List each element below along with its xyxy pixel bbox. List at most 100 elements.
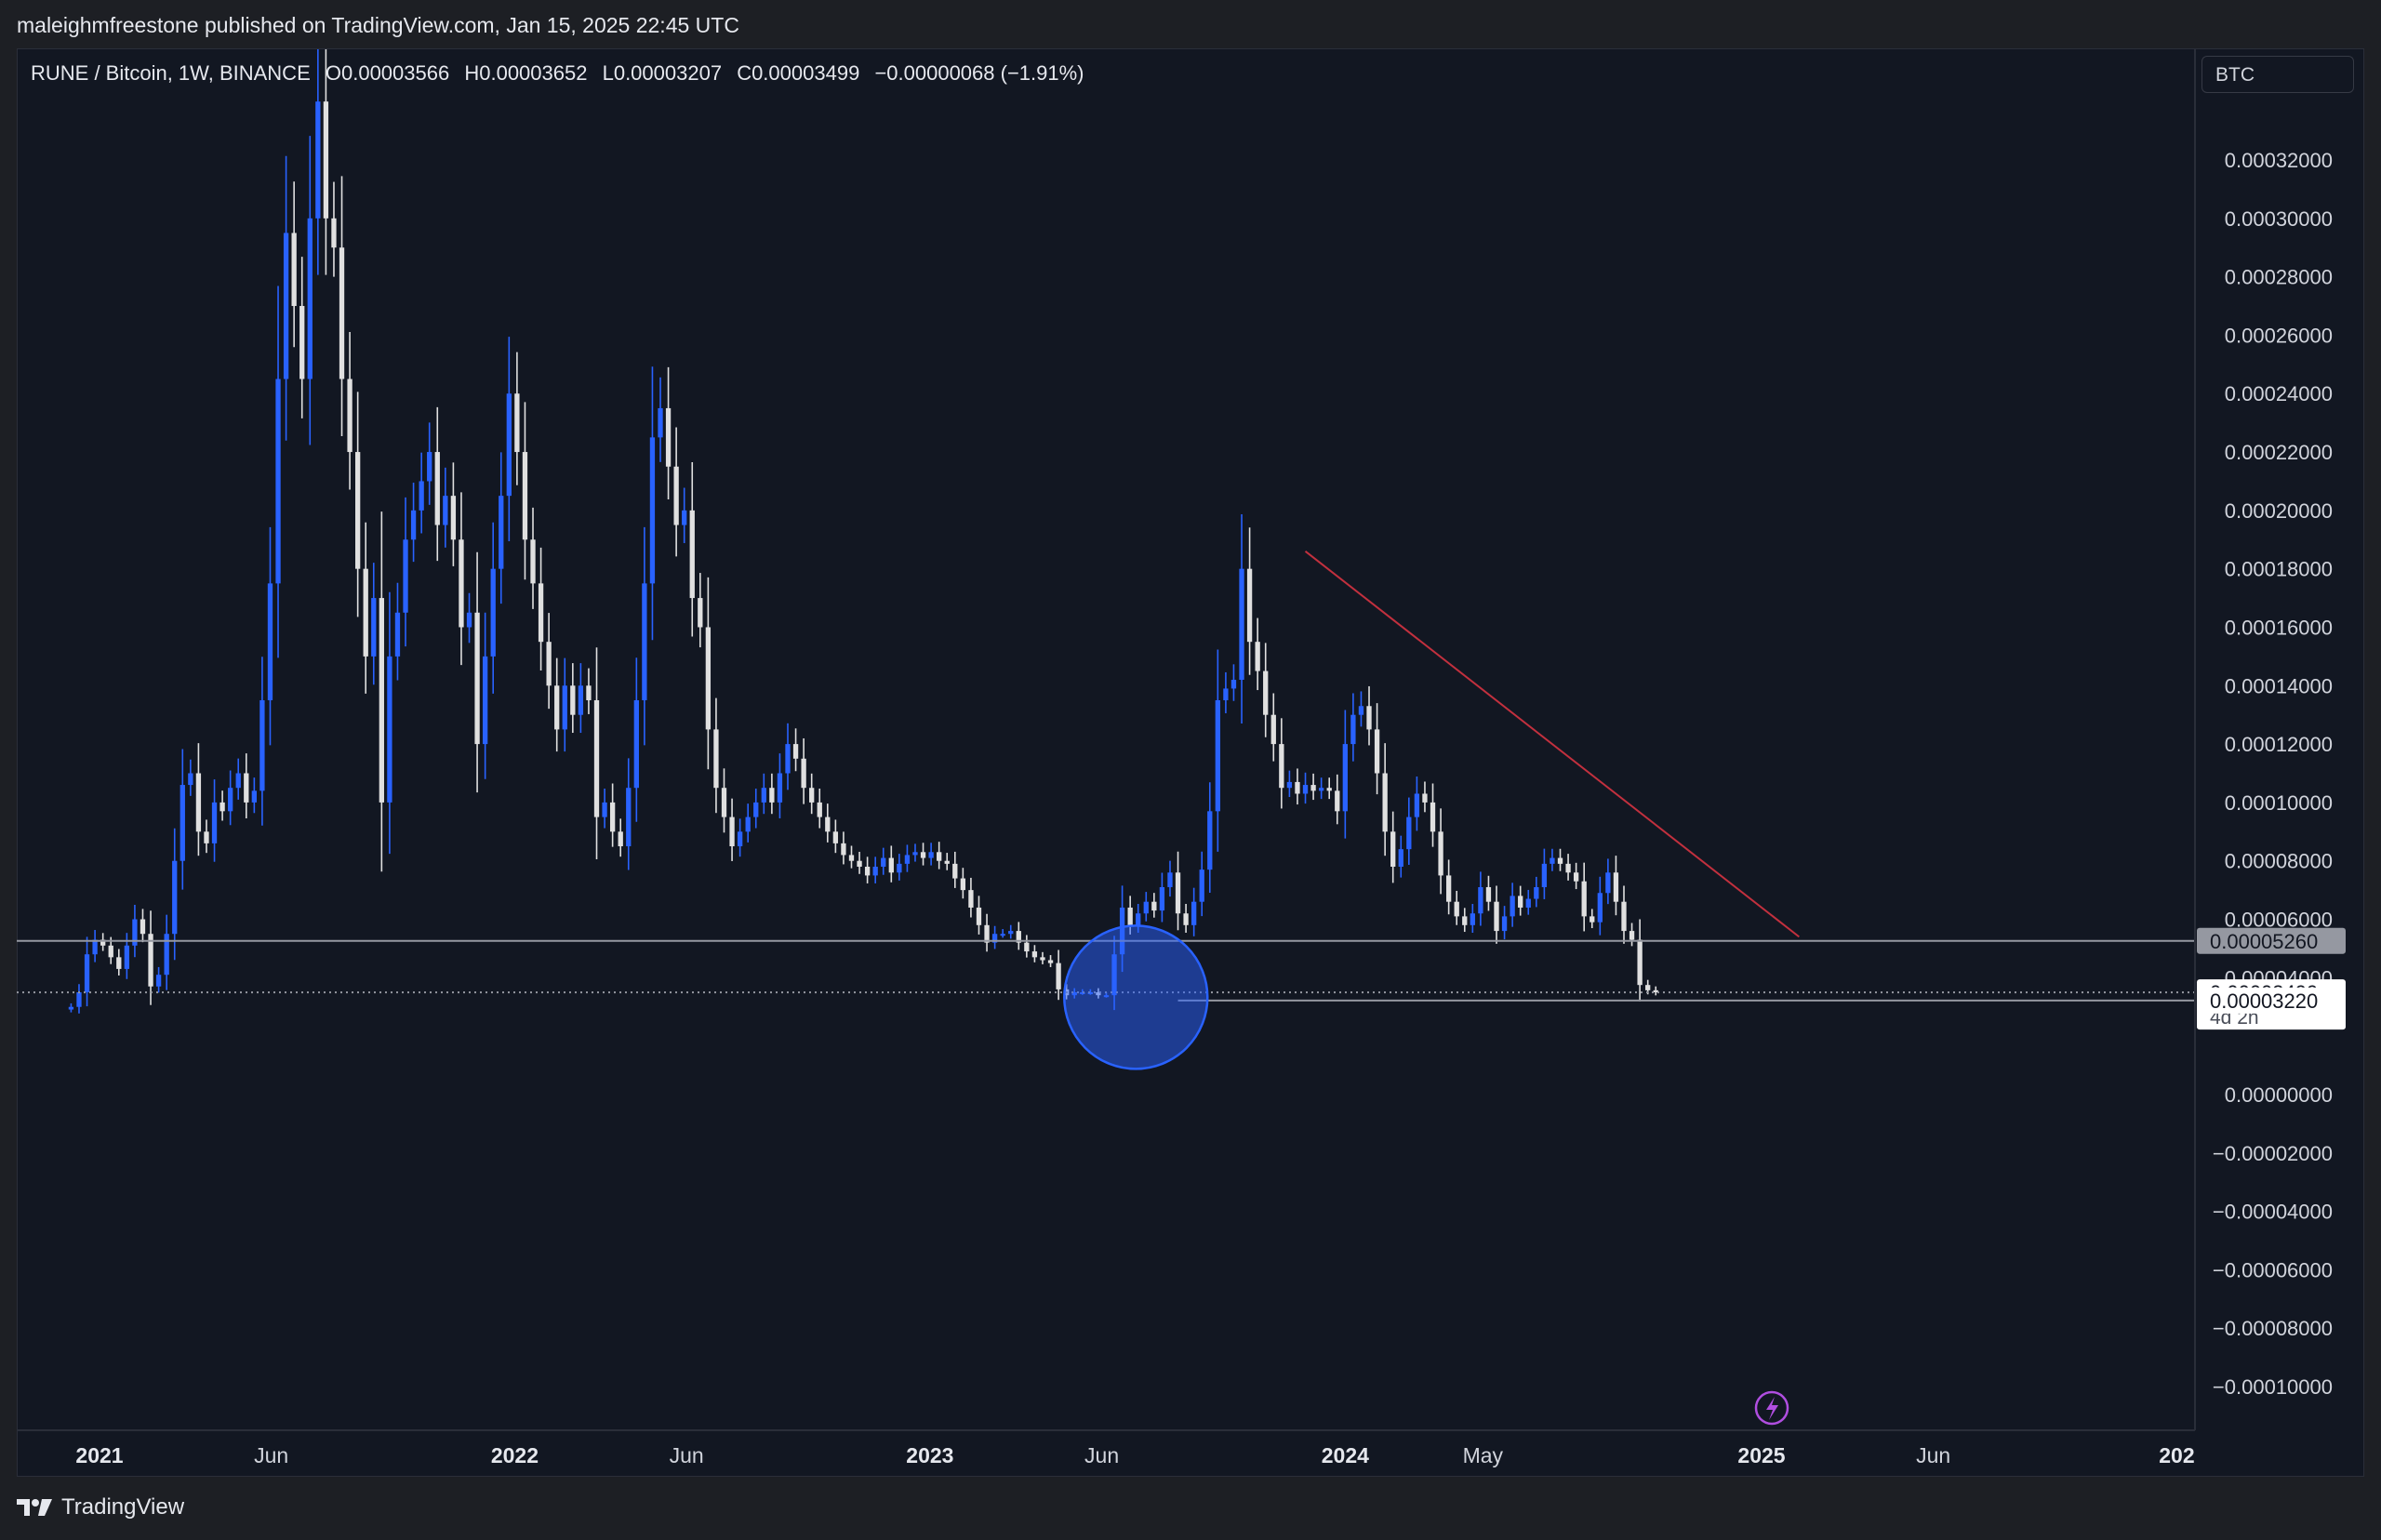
- candle: [1510, 883, 1515, 927]
- candle-body: [785, 744, 791, 774]
- candle: [881, 847, 886, 875]
- candle-body: [1613, 872, 1619, 902]
- candle: [1286, 770, 1293, 798]
- candle-body: [76, 992, 82, 1007]
- candle-body: [1470, 913, 1475, 925]
- legend-close: C0.00003499: [737, 61, 860, 85]
- candle: [419, 452, 424, 534]
- candle: [1047, 955, 1054, 967]
- candle-body: [1430, 802, 1436, 832]
- candle: [649, 366, 656, 641]
- candle-body: [1295, 781, 1300, 794]
- candle-body: [1501, 916, 1508, 932]
- candle: [188, 759, 193, 796]
- candle: [825, 803, 831, 843]
- candle-body: [658, 407, 663, 438]
- price-tick-label: 0.00012000: [2225, 733, 2333, 756]
- candle-body: [721, 788, 727, 817]
- candle: [1191, 887, 1197, 936]
- candle-body: [984, 924, 990, 943]
- candle-body: [315, 101, 321, 219]
- candle-body: [1350, 714, 1356, 745]
- candle: [124, 933, 130, 979]
- price-tick-label: 0.00010000: [2225, 791, 2333, 815]
- candle-body: [864, 866, 871, 876]
- candle: [228, 770, 233, 826]
- price-tick-label: −0.00004000: [2213, 1201, 2333, 1224]
- candle: [283, 155, 289, 441]
- candle: [745, 803, 751, 843]
- candle: [689, 462, 695, 637]
- candle-body: [586, 685, 592, 700]
- candle-body: [1597, 893, 1603, 923]
- legend-symbol[interactable]: RUNE / Bitcoin, 1W, BINANCE: [31, 61, 311, 85]
- candle-body: [251, 790, 258, 803]
- candle: [514, 352, 520, 485]
- candle-body: [689, 510, 695, 599]
- candle-body: [1127, 907, 1133, 925]
- candle-body: [1136, 913, 1141, 925]
- candle-body: [1270, 714, 1276, 745]
- candle: [1494, 885, 1499, 944]
- candle: [371, 563, 377, 685]
- candle: [769, 773, 775, 815]
- candle-body: [1342, 744, 1348, 812]
- candle: [76, 984, 82, 1014]
- candle: [1024, 935, 1030, 958]
- candle-body: [881, 857, 886, 867]
- candle-body: [1414, 793, 1420, 817]
- candle: [499, 452, 504, 604]
- price-axis: 0.00032000 0.00030000 0.00028000 0.00026000…: [2213, 149, 2333, 1399]
- candle: [1406, 797, 1412, 865]
- candle-body: [132, 919, 138, 946]
- candle-body: [1286, 781, 1293, 789]
- candle: [244, 753, 249, 818]
- time-tick-label: 2025: [1737, 1443, 1785, 1467]
- candle: [777, 753, 783, 818]
- time-tick-label: 2022: [491, 1443, 539, 1467]
- candle: [1422, 781, 1428, 813]
- candle: [562, 657, 567, 752]
- candle: [991, 925, 998, 949]
- candle-body: [1215, 699, 1220, 812]
- candle: [1613, 856, 1619, 916]
- candle-body: [1000, 934, 1005, 936]
- candle: [466, 592, 472, 644]
- time-tick-label: 2024: [1322, 1443, 1369, 1467]
- candle-body: [195, 773, 202, 832]
- lightning-icon-ring: [1754, 1390, 1789, 1426]
- time-axis: 2021 Jun 2022 Jun 2023 Jun 2024 May 2025 Jun 202: [75, 1443, 2194, 1467]
- price-tick-label: 0.00030000: [2225, 207, 2333, 231]
- candle: [578, 663, 584, 734]
- price-tick-label: 0.00022000: [2225, 441, 2333, 464]
- brand-label: TradingView: [61, 1494, 185, 1520]
- candle-body: [1335, 790, 1340, 812]
- candle: [1270, 693, 1276, 762]
- candle: [713, 697, 719, 814]
- candle-body: [204, 831, 209, 843]
- candle: [1000, 929, 1005, 938]
- candle-body: [729, 816, 735, 847]
- candle: [195, 743, 202, 856]
- price-tag: 0.00003220: [2197, 987, 2346, 1014]
- candle-body: [538, 583, 544, 643]
- candle-body: [1143, 901, 1149, 914]
- candle: [1597, 876, 1603, 936]
- candle-body: [180, 785, 185, 861]
- tradingview-brand[interactable]: TradingView: [17, 1494, 184, 1520]
- candle: [132, 904, 138, 958]
- candle: [761, 773, 766, 815]
- candle: [403, 497, 408, 647]
- candle-body: [108, 945, 113, 958]
- candle-body: [1008, 931, 1014, 935]
- candle: [155, 966, 162, 993]
- candle-body: [777, 773, 783, 803]
- candle: [211, 779, 218, 862]
- candle-body: [1175, 872, 1181, 914]
- candle: [140, 909, 146, 943]
- currency-selector[interactable]: BTC: [2201, 56, 2354, 93]
- candle: [1573, 862, 1579, 890]
- trendline: [1304, 551, 1800, 938]
- candle-body: [1581, 881, 1587, 917]
